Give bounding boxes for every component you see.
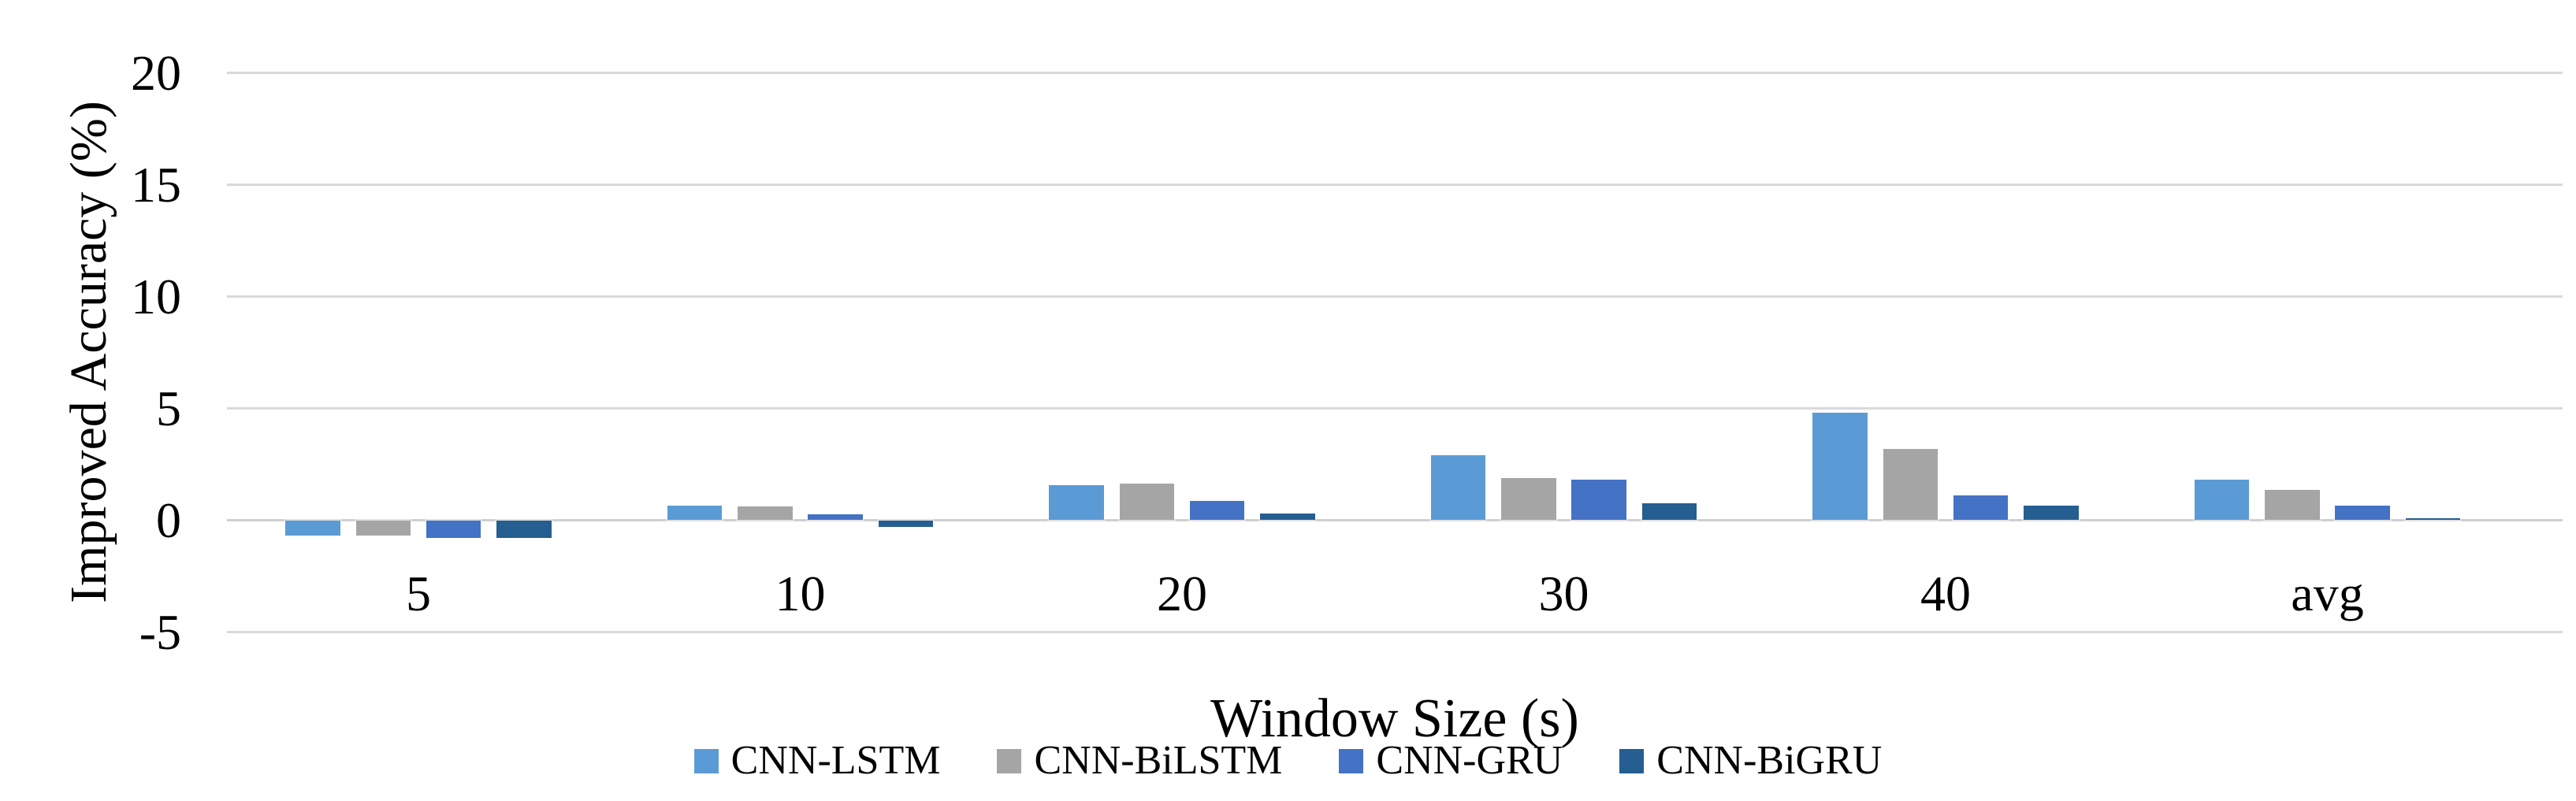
bar-CNN-GRU-5 xyxy=(426,520,481,539)
bar-CNN-BiLSTM-40 xyxy=(1883,448,1939,521)
bar-CNN-LSTM-30 xyxy=(1430,455,1486,521)
legend-swatch-icon xyxy=(693,748,719,773)
gridline xyxy=(227,295,2563,298)
x-axis-category-label: 5 xyxy=(406,566,431,621)
bar-CNN-GRU-10 xyxy=(808,514,863,521)
bar-CNN-BiLSTM-10 xyxy=(738,506,793,521)
bar-CNN-LSTM-40 xyxy=(1812,413,1868,521)
legend-label: CNN-BiLSTM xyxy=(1034,738,1283,783)
bar-CNN-BiGRU-20 xyxy=(1260,513,1315,521)
bar-CNN-BiGRU-5 xyxy=(496,520,552,539)
legend-swatch-icon xyxy=(997,748,1022,773)
bar-CNN-LSTM-10 xyxy=(667,506,723,521)
bar-CNN-LSTM-20 xyxy=(1049,485,1104,521)
legend: CNN-LSTM CNN-BiLSTM CNN-GRU CNN-BiGRU xyxy=(0,740,2576,781)
legend-label: CNN-GRU xyxy=(1376,738,1563,783)
legend-label: CNN-LSTM xyxy=(730,738,941,783)
gridline xyxy=(227,72,2563,74)
bar-CNN-BiLSTM-20 xyxy=(1119,483,1175,521)
legend-item-CNN-GRU: CNN-GRU xyxy=(1339,740,1563,781)
bar-CNN-BiGRU-10 xyxy=(878,520,934,528)
y-axis-tick-label: 0 xyxy=(156,491,181,548)
bar-CNN-LSTM-avg xyxy=(2194,480,2250,521)
bar-CNN-BiGRU-40 xyxy=(2024,506,2079,521)
legend-item-CNN-LSTM: CNN-LSTM xyxy=(693,738,941,783)
y-axis-tick-label: 15 xyxy=(131,156,181,213)
x-axis-line xyxy=(227,519,2563,521)
bar-CNN-LSTM-5 xyxy=(285,520,340,536)
legend-swatch-icon xyxy=(1339,748,1364,773)
y-axis-tick-label: 10 xyxy=(131,268,181,324)
bar-CNN-BiLSTM-30 xyxy=(1501,477,1556,521)
legend-item-CNN-BiLSTM: CNN-BiLSTM xyxy=(997,740,1282,781)
y-axis-tick-label: 20 xyxy=(131,44,181,101)
bar-CNN-GRU-30 xyxy=(1571,480,1626,521)
bar-CNN-GRU-avg xyxy=(2335,506,2390,521)
x-axis-category-label: avg xyxy=(2291,566,2364,621)
bar-CNN-BiGRU-30 xyxy=(1641,503,1697,521)
bar-CNN-BiLSTM-5 xyxy=(355,520,411,536)
bar-CNN-BiLSTM-avg xyxy=(2265,490,2320,521)
gridline xyxy=(227,631,2563,633)
bar-CNN-GRU-40 xyxy=(1953,495,2009,521)
x-axis-category-label: 30 xyxy=(1538,566,1589,621)
legend-label: CNN-BiGRU xyxy=(1656,738,1883,783)
gridline xyxy=(227,184,2563,186)
legend-swatch-icon xyxy=(1619,748,1645,773)
bar-CNN-GRU-20 xyxy=(1189,501,1245,521)
x-axis-category-label: 40 xyxy=(1920,566,1971,621)
x-axis-title: Window Size (s) xyxy=(1210,688,1579,749)
x-axis-category-label: 20 xyxy=(1157,566,1207,621)
y-axis-tick-label: -5 xyxy=(139,603,181,660)
gridline xyxy=(227,407,2563,410)
bar-CNN-BiGRU-avg xyxy=(2405,517,2461,521)
y-axis-tick-label: 5 xyxy=(156,380,181,436)
x-axis-category-label: 10 xyxy=(775,566,826,621)
legend-item-CNN-BiGRU: CNN-BiGRU xyxy=(1619,740,1882,781)
